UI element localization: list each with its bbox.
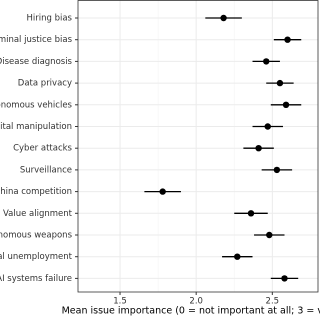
point: [284, 36, 291, 43]
point: [255, 145, 262, 152]
point: [273, 166, 281, 174]
y-tick-label: Surveillance: [20, 165, 72, 175]
y-tick-label: Criminal justice bias: [0, 35, 73, 45]
y-tick-label: Digital manipulation: [0, 122, 72, 132]
point: [264, 123, 271, 130]
y-tick-label: tonomous weapons: [0, 231, 73, 241]
y-tick-label: Disease diagnosis: [0, 57, 73, 67]
y-tick-label: Data privacy: [18, 79, 72, 89]
point: [159, 188, 166, 195]
y-tick-label: Hiring bias: [27, 14, 73, 24]
x-tick-label: 2.0: [189, 297, 203, 307]
point: [220, 14, 227, 22]
point: [281, 275, 288, 282]
y-tick-label: S.–China competition: [0, 187, 72, 197]
y-tick-label: Value alignment: [3, 209, 73, 219]
y-tick-label: al AI systems failure: [0, 274, 72, 284]
panel-border: [77, 0, 319, 293]
point: [266, 231, 273, 239]
point: [282, 101, 290, 109]
point: [234, 253, 241, 260]
y-tick-label: utonomous vehicles: [0, 100, 73, 110]
x-axis-label: Mean issue importance (0 = not important…: [62, 306, 320, 317]
point: [263, 58, 270, 65]
point: [247, 210, 255, 217]
y-tick-label: Cyber attacks: [13, 144, 72, 154]
x-tick-label: 1.5: [113, 297, 127, 307]
y-tick-label: gical unemployment: [0, 252, 73, 262]
x-tick-label: 2.5: [266, 297, 280, 307]
point: [276, 79, 284, 87]
